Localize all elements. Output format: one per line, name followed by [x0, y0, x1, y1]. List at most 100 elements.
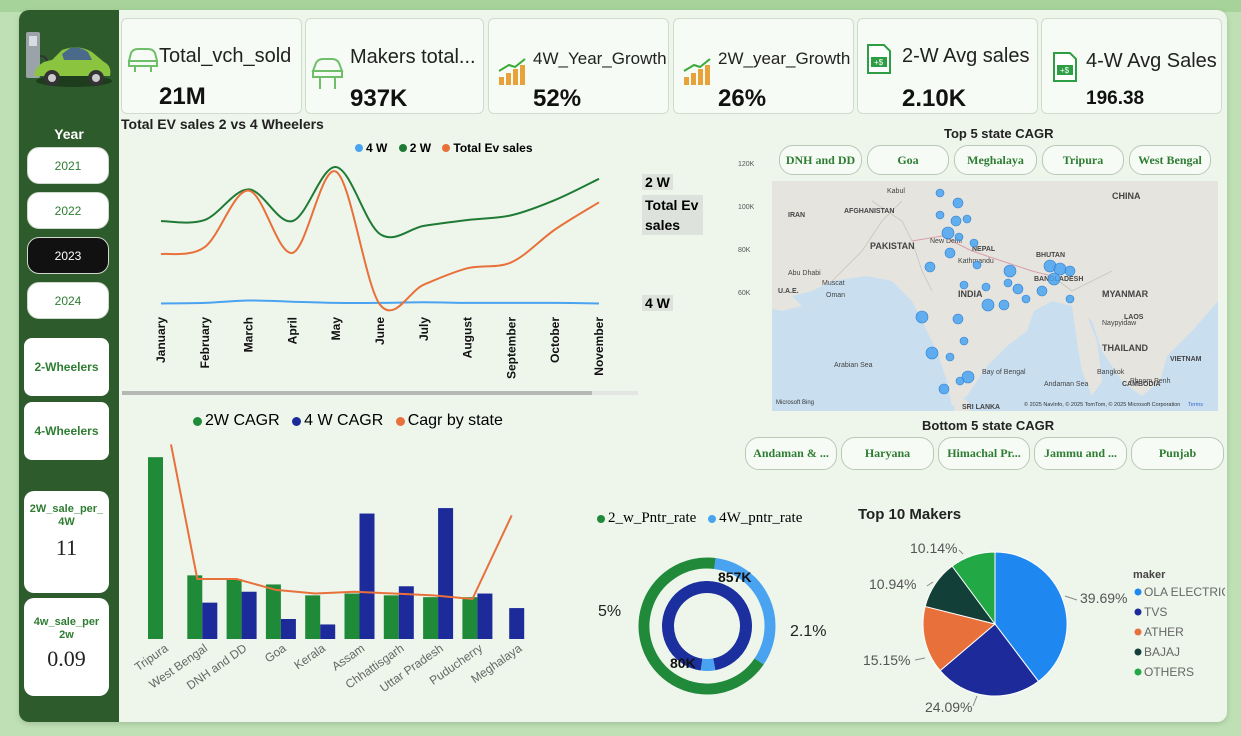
legend-4w-pntr[interactable]: 4W_pntr_rate [708, 510, 802, 527]
legend-4w[interactable]: 4 W [355, 141, 387, 155]
bottom-state-pill-4[interactable]: Jammu and ... [1034, 437, 1127, 470]
line-series-total[interactable] [160, 170, 600, 312]
donut-outer-4w-segment[interactable] [714, 558, 776, 665]
state-bubble[interactable] [962, 214, 972, 224]
legend-4w-cagr[interactable]: 4 W CAGR [292, 412, 383, 430]
bar-4w-cagr[interactable] [241, 591, 257, 639]
state-bubble[interactable] [952, 313, 964, 325]
pie-legend-dot [1134, 608, 1142, 616]
pie-legend-item[interactable]: OLA ELECTRIC [1144, 585, 1225, 599]
year-button-2022[interactable]: 2022 [27, 192, 109, 229]
pie-slice-ola-electric[interactable] [994, 551, 1068, 683]
bar-4w-cagr[interactable] [320, 624, 336, 639]
pie-slice-others[interactable] [951, 551, 996, 626]
year-button-2023[interactable]: 2023 [27, 237, 109, 274]
bar-2w-cagr[interactable] [226, 579, 242, 639]
state-bubble[interactable] [998, 299, 1010, 311]
pie-legend-item[interactable]: ATHER [1144, 625, 1184, 639]
pie-slice-ather[interactable] [922, 605, 997, 672]
top-state-pill-1[interactable]: DNH and DD [779, 145, 862, 175]
state-bubble[interactable] [952, 197, 964, 209]
legend-total[interactable]: Total Ev sales [442, 141, 533, 155]
state-bubble[interactable] [1003, 278, 1013, 288]
bar-2w-cagr[interactable] [462, 597, 478, 639]
state-bubble[interactable] [924, 261, 936, 273]
pie-legend-item[interactable]: TVS [1144, 605, 1167, 619]
state-bubble[interactable] [961, 370, 975, 384]
state-bubble[interactable] [945, 352, 955, 362]
state-bubble[interactable] [935, 210, 945, 220]
line-chart-scrollbar-thumb[interactable] [122, 391, 592, 395]
state-bubble[interactable] [1064, 265, 1076, 277]
top-state-pill-4[interactable]: Tripura [1042, 145, 1124, 175]
bar-2w-cagr[interactable] [305, 595, 321, 639]
state-bubble[interactable] [941, 226, 955, 240]
state-bubble[interactable] [969, 238, 979, 248]
state-bubble[interactable] [972, 260, 982, 270]
bar-2w-cagr[interactable] [265, 584, 281, 639]
map-terms-link[interactable]: Terms [1188, 402, 1203, 408]
legend-cagr-by-state[interactable]: Cagr by state [395, 412, 503, 430]
bottom-state-pill-2[interactable]: Haryana [841, 437, 934, 470]
bar-4w-cagr[interactable] [438, 508, 454, 639]
pie-legend-item[interactable]: OTHERS [1144, 665, 1194, 679]
state-bubble[interactable] [954, 232, 964, 242]
state-bubble[interactable] [938, 383, 950, 395]
state-bubble[interactable] [955, 376, 965, 386]
line-cagr-by-state[interactable] [170, 444, 513, 601]
bar-4w-cagr[interactable] [398, 586, 414, 639]
bar-2w-cagr[interactable] [187, 575, 203, 639]
bar-2w-cagr[interactable] [344, 593, 360, 639]
donut-inner-4w-segment[interactable] [700, 658, 716, 671]
line-series-4w[interactable] [160, 299, 600, 305]
state-bubble[interactable] [959, 280, 969, 290]
bottom-state-pill-1[interactable]: Andaman & ... [745, 437, 837, 470]
donut-outer-2w-segment[interactable] [638, 557, 764, 695]
pie-slice-tvs[interactable] [939, 623, 1040, 697]
state-bubble[interactable] [959, 336, 969, 346]
top-state-pill-3[interactable]: Meghalaya [954, 145, 1037, 175]
state-bubble[interactable] [1012, 283, 1024, 295]
state-bubble[interactable] [1036, 285, 1048, 297]
state-bubble[interactable] [1021, 294, 1031, 304]
four-wheelers-button[interactable]: 4-Wheelers [24, 402, 109, 460]
car-outline-icon [126, 39, 159, 78]
pie-legend-dot [1134, 648, 1142, 656]
legend-4w-cagr-label: 4 W CAGR [304, 412, 384, 429]
bar-4w-cagr[interactable] [477, 593, 493, 639]
year-button-2021[interactable]: 2021 [27, 147, 109, 184]
state-bubble[interactable] [1003, 264, 1017, 278]
india-bubble-map[interactable]: Kabul AFGHANISTAN IRAN PAKISTAN CHINA New Del… [772, 181, 1218, 411]
state-bubble[interactable] [1047, 272, 1061, 286]
bottom-state-pill-3[interactable]: Himachal Pr... [938, 437, 1030, 470]
legend-2w[interactable]: 2 W [398, 141, 431, 155]
state-bubble[interactable] [950, 215, 962, 227]
legend-2w-cagr[interactable]: 2W CAGR [193, 412, 280, 430]
pie-leader-line [1064, 595, 1078, 601]
two-wheelers-button[interactable]: 2-Wheelers [24, 338, 109, 396]
bar-2w-cagr[interactable] [383, 595, 399, 639]
state-bubble[interactable] [981, 282, 991, 292]
line-chart-scrollbar-track[interactable] [122, 391, 638, 395]
top-state-pill-5[interactable]: West Bengal [1129, 145, 1211, 175]
state-bubble[interactable] [981, 298, 995, 312]
state-bubble[interactable] [935, 188, 945, 198]
bar-4w-cagr[interactable] [280, 619, 296, 639]
kpi-2w-year-growth: 2W_year_Growth 26% [673, 18, 854, 114]
year-button-2024[interactable]: 2024 [27, 282, 109, 319]
bar-2w-cagr[interactable] [148, 457, 163, 639]
legend-2w-pntr[interactable]: 2_w_Pntr_rate [597, 510, 696, 527]
state-bubble[interactable] [925, 346, 939, 360]
state-bubble[interactable] [1065, 294, 1075, 304]
top-state-pill-2[interactable]: Goa [867, 145, 949, 175]
donut-inner-2w-segment[interactable] [662, 581, 752, 671]
bar-4w-cagr[interactable] [202, 602, 218, 639]
bottom-state-pill-5[interactable]: Punjab [1131, 437, 1224, 470]
state-bubble[interactable] [915, 310, 929, 324]
line-series-2w[interactable] [160, 166, 600, 239]
bar-4w-cagr[interactable] [359, 513, 375, 639]
pie-legend-item[interactable]: BAJAJ [1144, 645, 1180, 659]
bar-4w-cagr[interactable] [509, 608, 525, 639]
state-bubble[interactable] [944, 247, 956, 259]
bar-2w-cagr[interactable] [423, 597, 439, 639]
